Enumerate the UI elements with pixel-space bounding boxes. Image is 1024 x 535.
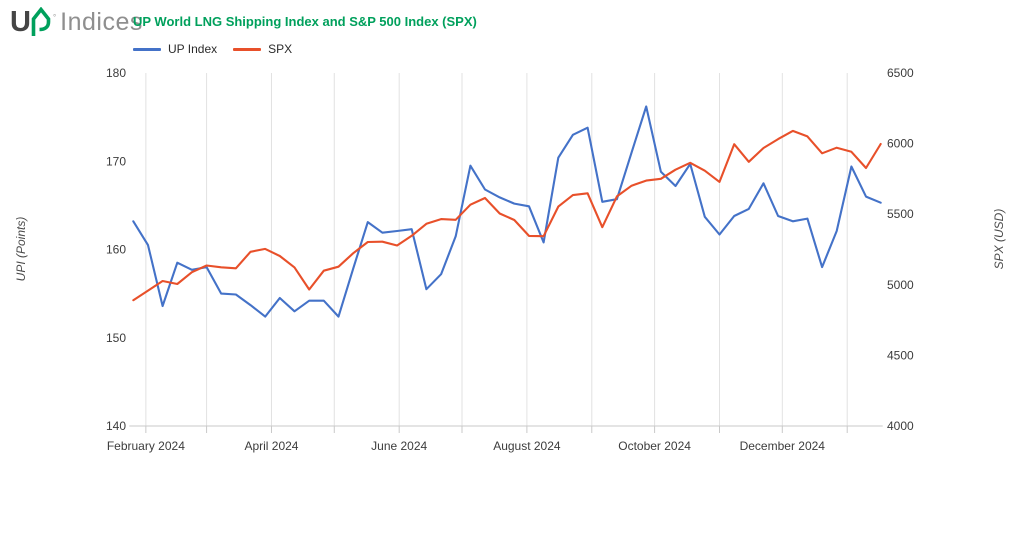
left-axis-tick-label: 150 (106, 331, 126, 345)
spx-line (132, 129, 882, 302)
right-axis-tick-label: 5000 (887, 278, 914, 292)
x-axis-label: April 2024 (244, 439, 298, 453)
right-axis-tick-label: 6500 (887, 66, 914, 80)
up-indices-logo: U ° Indices (10, 6, 143, 39)
legend-item-up-index: UP Index (133, 42, 217, 56)
legend-label-up-index: UP Index (168, 42, 218, 56)
right-axis-tick-label: 4500 (887, 348, 914, 362)
logo-letter-u: U (10, 6, 31, 38)
logo-wordmark: Indices (60, 8, 143, 36)
logo-arrow-icon (31, 7, 51, 36)
x-axis-label: October 2024 (618, 439, 691, 453)
right-axis-tick-label: 5500 (887, 207, 914, 221)
up-index-line (132, 105, 882, 318)
right-axis-tick-label: 6000 (887, 137, 914, 151)
chart-title: UP World LNG Shipping Index and S&P 500 … (133, 14, 477, 29)
right-axis-tick-label: 4000 (887, 419, 914, 433)
spx-legend-swatch (233, 47, 262, 51)
logo-trademark-circle: ° (52, 13, 57, 22)
left-axis-tick-label: 170 (106, 154, 126, 168)
left-axis-tick-label: 160 (106, 243, 126, 257)
x-axis-label: December 2024 (740, 439, 826, 453)
x-axis-label: February 2024 (107, 439, 185, 453)
left-axis-tick-label: 180 (106, 66, 126, 80)
legend-label-spx: SPX (268, 42, 293, 56)
left-axis-tick-label: 140 (106, 419, 126, 433)
up-index-legend-swatch (133, 47, 161, 51)
x-axis-label: August 2024 (493, 439, 561, 453)
chart-legend: UP Index SPX (133, 42, 292, 56)
legend-item-spx: SPX (233, 42, 292, 56)
x-axis-label: June 2024 (371, 439, 427, 453)
